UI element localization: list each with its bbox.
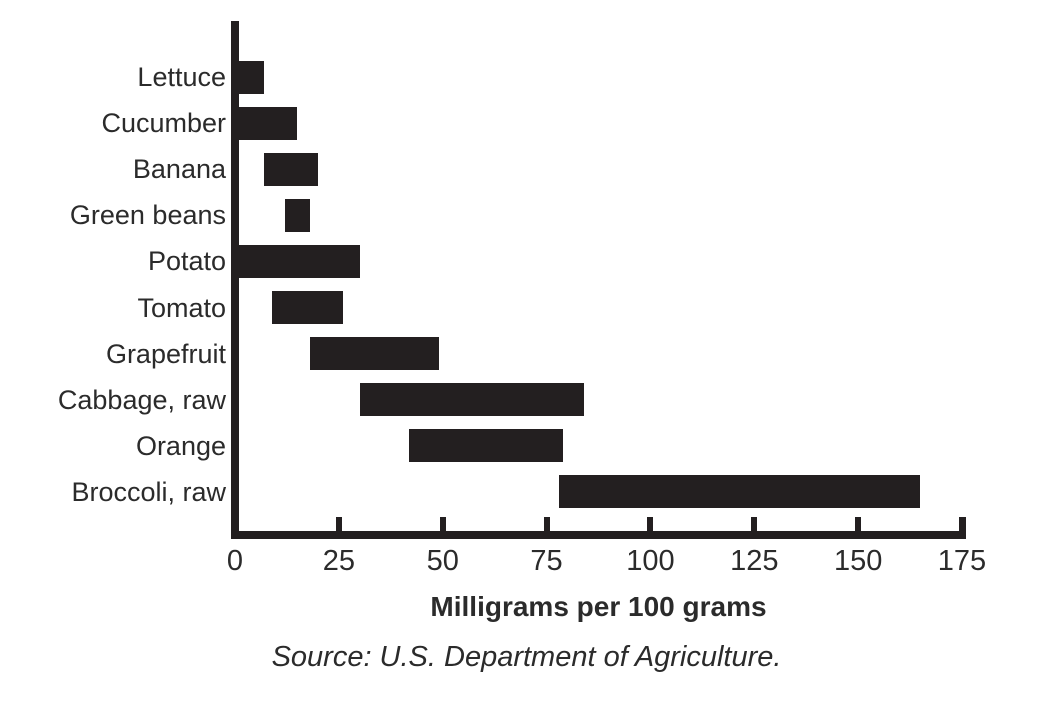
category-label: Cucumber [101, 108, 226, 139]
category-label: Banana [132, 154, 226, 185]
x-tick [959, 517, 966, 531]
category-label: Green beans [69, 200, 226, 231]
x-axis-title: Milligrams per 100 grams [430, 591, 767, 622]
category-label: Cabbage, raw [57, 384, 226, 415]
source-note: Source: U.S. Department of Agriculture. [271, 641, 782, 673]
category-label: Broccoli, raw [71, 476, 226, 507]
x-tick-label: 50 [426, 545, 459, 577]
range-bar [235, 106, 298, 140]
x-tick-label: 75 [530, 545, 563, 577]
range-bar [309, 337, 439, 371]
x-tick-label: 150 [833, 545, 883, 577]
range-bar [235, 60, 265, 94]
range-bar [359, 383, 584, 417]
x-axis [231, 531, 966, 539]
range-bar [235, 244, 360, 278]
category-label: Lettuce [137, 62, 226, 92]
x-tick-label: 100 [626, 545, 675, 577]
y-axis [231, 21, 239, 539]
x-tick [855, 517, 862, 531]
category-label: Potato [147, 246, 226, 277]
range-bar [272, 291, 343, 324]
x-tick [751, 517, 758, 531]
range-bar [264, 152, 319, 186]
x-tick-label: 25 [322, 545, 355, 577]
x-tick [335, 517, 342, 531]
category-label: Tomato [137, 292, 226, 323]
range-bar [559, 475, 921, 509]
category-label: Orange [135, 430, 226, 461]
x-tick-label: 175 [937, 545, 987, 577]
category-label: Grapefruit [105, 338, 226, 369]
x-tick-label: 125 [730, 545, 779, 577]
x-tick [647, 517, 654, 531]
x-tick [543, 517, 550, 531]
x-tick-label: 0 [226, 545, 244, 577]
range-bar [284, 198, 310, 232]
x-tick [439, 517, 446, 531]
range-bar [409, 429, 564, 463]
